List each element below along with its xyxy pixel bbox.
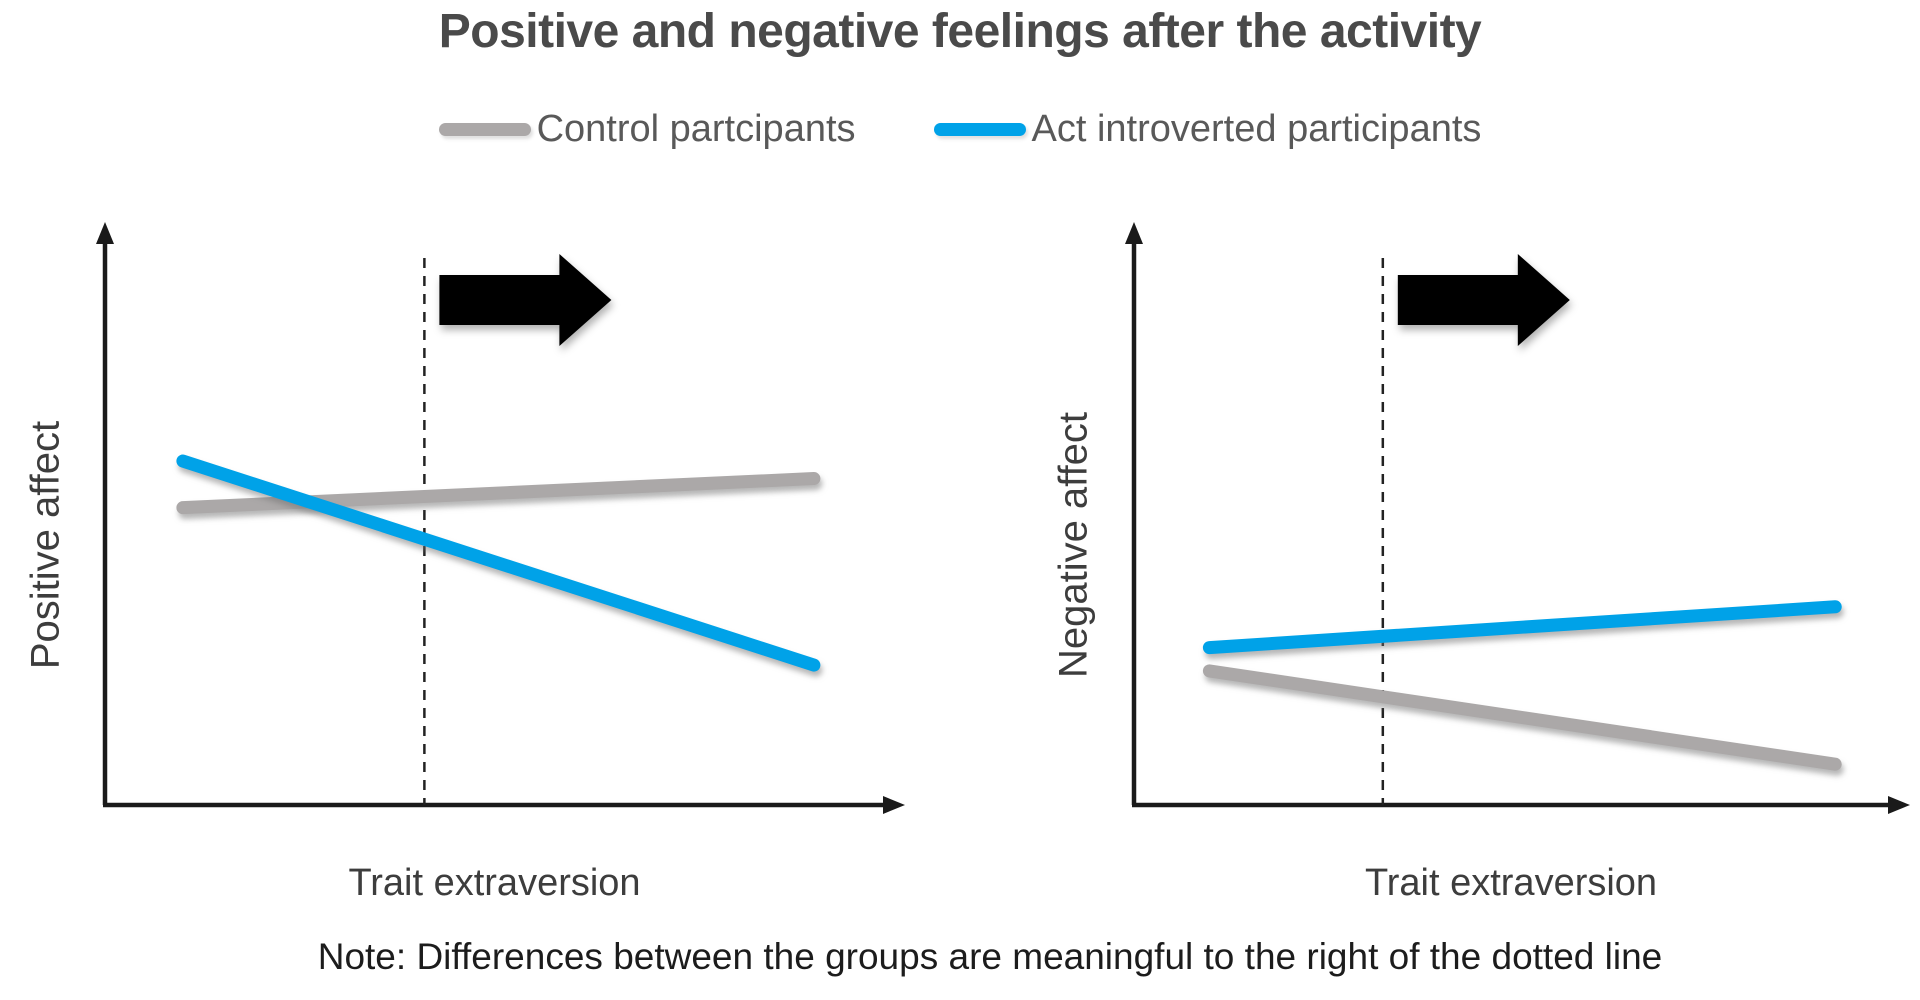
x-axis-arrowhead-icon	[883, 796, 905, 814]
negative-affect-x-axis-label: Trait extraversion	[1364, 862, 1658, 904]
legend-swatch-act-introverted	[933, 123, 1026, 136]
negative-affect-chart	[1125, 222, 1910, 814]
right-block-arrow-icon	[439, 254, 612, 346]
positive-affect-chart	[96, 222, 905, 814]
series-line-act	[176, 454, 821, 672]
y-axis-arrowhead-icon	[96, 222, 114, 244]
legend: Control partcipants Act introverted part…	[0, 108, 1920, 151]
positive-affect-x-axis-label: Trait extraversion	[348, 862, 641, 904]
x-axis-arrowhead-icon	[1888, 796, 1910, 814]
y-axis-arrowhead-icon	[1125, 222, 1143, 244]
legend-label-act-introverted: Act introverted participants	[1031, 108, 1482, 150]
series-line-act	[1202, 600, 1842, 655]
legend-item-control: Control partcipants	[438, 108, 856, 151]
series-line-control	[1202, 664, 1842, 771]
legend-item-act-introverted: Act introverted participants	[933, 108, 1482, 151]
figure-title: Positive and negative feelings after the…	[438, 5, 1482, 58]
right-block-arrow-icon	[1397, 254, 1570, 346]
series-line-control	[176, 472, 821, 515]
legend-label-control: Control partcipants	[536, 108, 856, 150]
figure-note: Note: Differences between the groups are…	[317, 936, 1663, 977]
legend-swatch-control	[438, 123, 531, 136]
